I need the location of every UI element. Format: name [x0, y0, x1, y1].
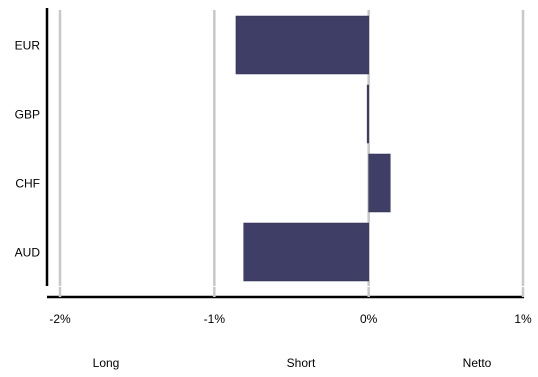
y-axis-labels: EUR GBP CHF AUD [15, 39, 41, 260]
x-ticks: -2% -1% 0% 1% [49, 287, 532, 326]
y-label-aud: AUD [15, 246, 41, 260]
x-tick-label: 0% [360, 312, 378, 326]
legend-item-netto: Netto [463, 356, 492, 370]
x-tick-label: -1% [204, 312, 226, 326]
x-tick-label: -2% [49, 312, 71, 326]
legend-item-long: Long [93, 356, 120, 370]
y-label-eur: EUR [15, 39, 41, 53]
x-tick-label: 1% [514, 312, 532, 326]
legend-item-short: Short [287, 356, 316, 370]
bar-eur [235, 15, 369, 75]
bar-chf [368, 153, 391, 213]
bars [235, 15, 391, 282]
y-label-chf: CHF [15, 177, 40, 191]
legend: Long Short Netto [93, 356, 492, 370]
y-label-gbp: GBP [15, 108, 40, 122]
bar-gbp [366, 84, 369, 144]
bar-aud [243, 222, 369, 282]
